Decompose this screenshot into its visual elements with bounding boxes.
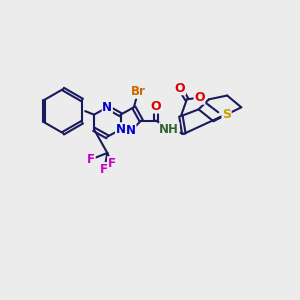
Text: NH: NH xyxy=(159,123,179,136)
Text: F: F xyxy=(108,157,116,170)
Text: O: O xyxy=(151,100,161,113)
Text: S: S xyxy=(222,108,231,121)
Text: O: O xyxy=(175,82,185,95)
Text: O: O xyxy=(194,91,205,104)
Text: N: N xyxy=(126,124,136,137)
Text: Br: Br xyxy=(131,85,146,98)
Text: F: F xyxy=(87,153,95,166)
Text: N: N xyxy=(102,101,112,114)
Text: F: F xyxy=(100,163,108,176)
Text: N: N xyxy=(116,123,126,136)
